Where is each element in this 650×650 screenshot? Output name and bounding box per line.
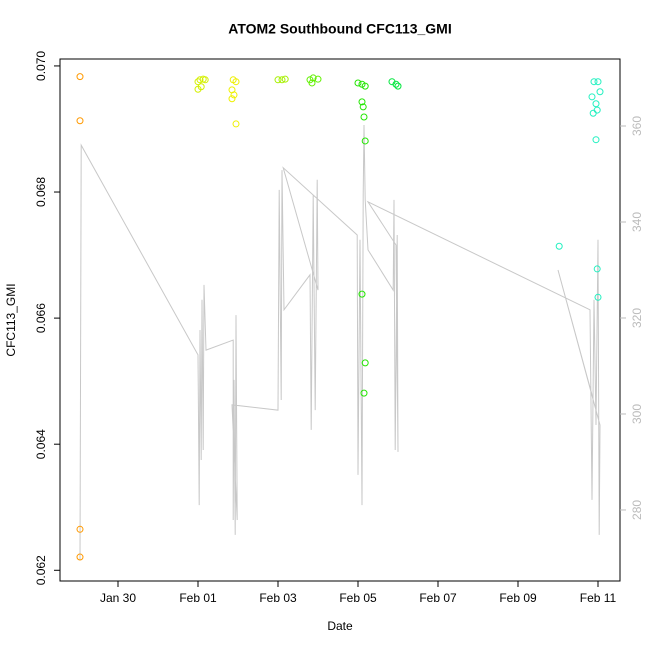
x-tick-label: Feb 07 [419,591,457,605]
x-axis-label: Date [327,619,353,633]
data-point [76,525,84,533]
data-point [354,79,362,87]
chart-title: ATOM2 Southbound CFC113_GMI [228,21,452,37]
data-point [589,109,597,117]
y-tick-label: 0.066 [34,303,48,333]
data-point [308,79,316,87]
data-point [361,137,369,145]
x-tick-label: Feb 01 [179,591,217,605]
data-point [309,74,317,82]
data-point [588,93,596,101]
y-tick-label: 0.070 [34,51,48,81]
data-point [76,117,84,125]
data-point [359,103,367,111]
data-point [201,76,209,84]
data-point [228,95,236,103]
data-point [278,76,286,84]
x-tick-label: Feb 03 [259,591,297,605]
y2-tick-label: 280 [630,500,644,520]
y-axis-label: CFC113_GMI [4,283,18,356]
data-point [360,113,368,121]
data-point [358,290,366,298]
y2-tick-label: 360 [630,116,644,136]
y-tick-label: 0.068 [34,177,48,207]
data-point [232,78,240,86]
data-point [360,389,368,397]
data-point [358,98,366,106]
data-point [394,82,402,90]
y2-tick-label: 300 [630,404,644,424]
data-point [593,265,601,273]
data-point [596,88,604,96]
data-point [281,75,289,83]
y2-tick-label: 320 [630,308,644,328]
data-point [230,91,238,99]
data-point [76,553,84,561]
data-point [555,242,563,250]
data-point [361,359,369,367]
x-tick-label: Feb 05 [339,591,377,605]
x-tick-label: Feb 09 [499,591,537,605]
data-point [361,82,369,90]
data-point [592,100,600,108]
plot-frame [59,58,621,582]
data-point [196,76,204,84]
data-point [314,75,322,83]
y-tick-label: 0.062 [34,555,48,585]
y2-tick-label: 340 [630,212,644,232]
data-point [392,80,400,88]
data-point [593,106,601,114]
data-point [594,293,602,301]
data-point [274,76,282,84]
x-tick-label: Feb 11 [580,591,617,605]
data-point [76,73,84,81]
data-point [590,78,598,86]
data-line [79,125,601,560]
data-point [232,120,240,128]
data-point [594,78,602,86]
data-point [197,83,205,91]
data-point [592,136,600,144]
x-tick-label: Jan 30 [100,591,136,605]
y-tick-label: 0.064 [34,429,48,459]
